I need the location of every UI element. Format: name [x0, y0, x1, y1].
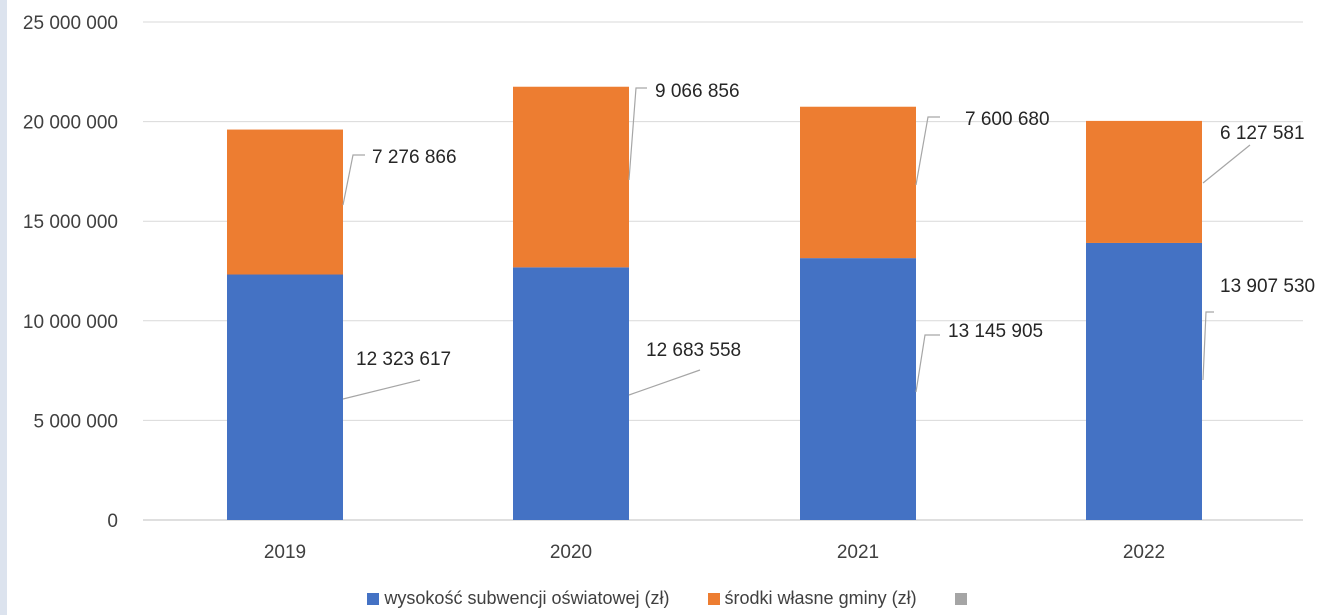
y-tick-label: 5 000 000: [33, 411, 118, 432]
legend-swatch-subwencja: [367, 592, 380, 605]
leader-lines: [342, 87, 1251, 400]
legend-item-subwencja: wysokość subwencji oświatowej (zł): [367, 588, 670, 609]
data-label: 12 683 558: [646, 340, 741, 361]
x-tick-label: 2019: [264, 542, 306, 563]
y-tick-label: 0: [107, 511, 118, 532]
legend-swatch-srodki: [707, 592, 720, 605]
leader-line: [628, 369, 701, 396]
legend-label-srodki: środki własne gminy (zł): [724, 588, 917, 608]
y-tick-label: 25 000 000: [23, 13, 118, 34]
bars: [227, 86, 1202, 520]
leader-line: [342, 154, 365, 206]
data-label: 13 907 530: [1220, 276, 1315, 297]
bar-subwencja: [513, 267, 629, 520]
x-tick-label: 2021: [837, 542, 879, 563]
y-tick-label: 15 000 000: [23, 212, 118, 233]
bar-srodki: [513, 86, 629, 268]
legend: wysokość subwencji oświatowej (zł) środk…: [0, 588, 1334, 609]
data-labels: 12 323 617 12 683 558 13 145 905 13 907 530…: [356, 81, 1315, 370]
data-label: 9 066 856: [655, 81, 740, 102]
y-tick-label: 20 000 000: [23, 113, 118, 134]
x-tick-label: 2022: [1123, 542, 1165, 563]
bar-subwencja: [1086, 242, 1202, 520]
data-label: 13 145 905: [948, 321, 1043, 342]
data-label: 12 323 617: [356, 349, 451, 370]
bar-srodki: [800, 106, 916, 259]
leader-line: [915, 116, 940, 186]
left-edge-strip: [0, 0, 7, 615]
y-tick-label: 10 000 000: [23, 312, 118, 333]
legend-swatch-empty: [954, 592, 967, 605]
x-axis-ticks: 2019 2020 2021 2022: [264, 542, 1165, 563]
data-label: 7 600 680: [965, 109, 1050, 130]
leader-line: [1202, 144, 1251, 184]
legend-label-subwencja: wysokość subwencji oświatowej (zł): [384, 588, 670, 608]
leader-line: [915, 334, 940, 393]
leader-line: [342, 379, 421, 400]
bar-srodki: [227, 129, 343, 275]
data-label: 7 276 866: [372, 147, 457, 168]
leader-line: [1202, 311, 1214, 381]
y-axis-ticks: 0 5 000 000 10 000 000 15 000 000 20 000 000…: [23, 13, 118, 532]
legend-item-empty: [954, 588, 967, 609]
bar-srodki: [1086, 120, 1202, 243]
leader-line: [628, 87, 647, 181]
bar-subwencja: [800, 258, 916, 520]
x-tick-label: 2020: [550, 542, 592, 563]
legend-item-srodki: środki własne gminy (zł): [707, 588, 917, 609]
data-label: 6 127 581: [1220, 123, 1305, 144]
bar-subwencja: [227, 274, 343, 520]
stacked-bar-chart: 0 5 000 000 10 000 000 15 000 000 20 000 000…: [23, 13, 1315, 563]
